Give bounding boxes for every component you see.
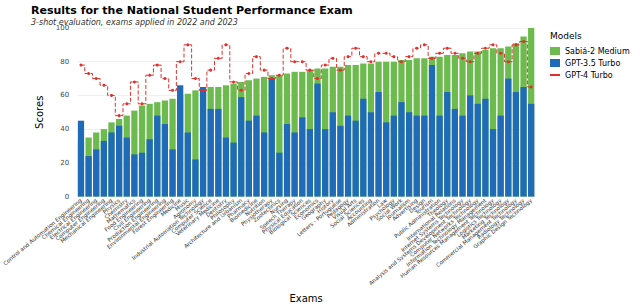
svg-text:Marketing Technology: Marketing Technology bbox=[460, 197, 511, 241]
svg-text:Industrial Automation Technolo: Industrial Automation Technology bbox=[131, 197, 207, 262]
svg-text:Geography: Geography bbox=[300, 197, 328, 222]
svg-text:Public Administration: Public Administration bbox=[393, 197, 442, 240]
svg-text:Food Engineering: Food Engineering bbox=[103, 197, 144, 233]
svg-text:Civil Engineering: Civil Engineering bbox=[112, 197, 152, 232]
svg-text:Tourism: Tourism bbox=[413, 197, 434, 216]
svg-text:Sabiá-2 Medium: Sabiá-2 Medium bbox=[565, 47, 630, 56]
svg-text:Physiotherapy: Physiotherapy bbox=[239, 197, 274, 228]
svg-text:Advertising: Advertising bbox=[391, 197, 419, 222]
svg-text:Nutrition: Nutrition bbox=[243, 197, 266, 218]
svg-text:3-shot evaluation, exams appli: 3-shot evaluation, exams applied in 2022… bbox=[31, 18, 238, 27]
svg-text:GPT-3.5 Turbo: GPT-3.5 Turbo bbox=[565, 59, 620, 68]
svg-text:Exams: Exams bbox=[289, 293, 322, 304]
svg-text:Veterinary Medicine: Veterinary Medicine bbox=[174, 197, 221, 237]
svg-text:Physical Education: Physical Education bbox=[260, 197, 305, 235]
svg-text:Chemical Engineering: Chemical Engineering bbox=[40, 197, 91, 241]
svg-text:Speech Therapy: Speech Therapy bbox=[258, 197, 297, 231]
svg-text:20: 20 bbox=[60, 159, 69, 167]
svg-text:Radiology Technology: Radiology Technology bbox=[475, 197, 526, 241]
svg-text:Economics: Economics bbox=[293, 197, 320, 221]
svg-text:Electrical Engineering: Electrical Engineering bbox=[48, 197, 99, 241]
svg-text:Models: Models bbox=[550, 31, 582, 41]
svg-text:Medicine: Medicine bbox=[159, 197, 183, 218]
svg-text:Letters - Portuguese: Letters - Portuguese bbox=[295, 197, 343, 238]
svg-text:Architecture and Urbanism: Architecture and Urbanism bbox=[183, 197, 243, 249]
svg-text:Mathematics: Mathematics bbox=[105, 197, 137, 225]
svg-text:Forest Engineering: Forest Engineering bbox=[131, 197, 175, 235]
svg-text:Psychology: Psychology bbox=[368, 197, 396, 222]
svg-text:Production Engineering: Production Engineering bbox=[106, 197, 160, 243]
svg-text:Journalism: Journalism bbox=[385, 197, 411, 221]
svg-text:60: 60 bbox=[60, 91, 69, 99]
svg-text:Design: Design bbox=[407, 197, 427, 214]
svg-text:Environmental Engineering: Environmental Engineering bbox=[106, 197, 168, 250]
svg-text:Mechanical Engineering: Mechanical Engineering bbox=[59, 197, 114, 245]
svg-text:100: 100 bbox=[55, 24, 70, 32]
svg-text:Social Work: Social Work bbox=[375, 197, 404, 223]
svg-text:Results for the National Stude: Results for the National Student Perform… bbox=[31, 4, 353, 17]
svg-text:80: 80 bbox=[60, 58, 69, 66]
svg-text:Music: Music bbox=[173, 197, 190, 212]
svg-text:Administration: Administration bbox=[345, 197, 381, 228]
svg-text:Visual Arts: Visual Arts bbox=[331, 197, 358, 221]
svg-text:Scores: Scores bbox=[34, 96, 45, 129]
svg-text:Biological Sciences: Biological Sciences bbox=[267, 197, 312, 236]
svg-text:Human Resources Management Tec: Human Resources Management Technology bbox=[399, 197, 495, 280]
svg-text:Computer Science: Computer Science bbox=[170, 197, 213, 235]
svg-text:Computer Engineering: Computer Engineering bbox=[54, 197, 106, 242]
svg-text:Zootechnics: Zootechnics bbox=[251, 197, 282, 224]
svg-text:Analysis and Systems Developme: Analysis and Systems Development Technol… bbox=[368, 197, 474, 287]
svg-text:Control and Automation Enginee: Control and Automation Engineering bbox=[2, 197, 83, 267]
svg-text:GPT-4 Turbo: GPT-4 Turbo bbox=[565, 71, 613, 80]
svg-text:Information Technology Managem: Information Technology Management bbox=[405, 197, 488, 268]
svg-text:Pedagogy: Pedagogy bbox=[325, 197, 350, 220]
svg-text:Graphic Design Technology: Graphic Design Technology bbox=[472, 197, 534, 251]
svg-text:Logistics Technology: Logistics Technology bbox=[455, 197, 503, 239]
svg-text:Biomedicine: Biomedicine bbox=[228, 197, 259, 224]
svg-text:Law: Law bbox=[375, 197, 389, 209]
svg-text:Social Sciences: Social Sciences bbox=[329, 197, 366, 229]
svg-text:Computer Networks Technology: Computer Networks Technology bbox=[408, 197, 480, 259]
svg-text:40: 40 bbox=[60, 125, 69, 133]
svg-text:International Relations: International Relations bbox=[405, 197, 457, 242]
svg-text:Commercial Management Technolo: Commercial Management Technology bbox=[435, 197, 519, 269]
svg-text:0: 0 bbox=[65, 193, 69, 201]
